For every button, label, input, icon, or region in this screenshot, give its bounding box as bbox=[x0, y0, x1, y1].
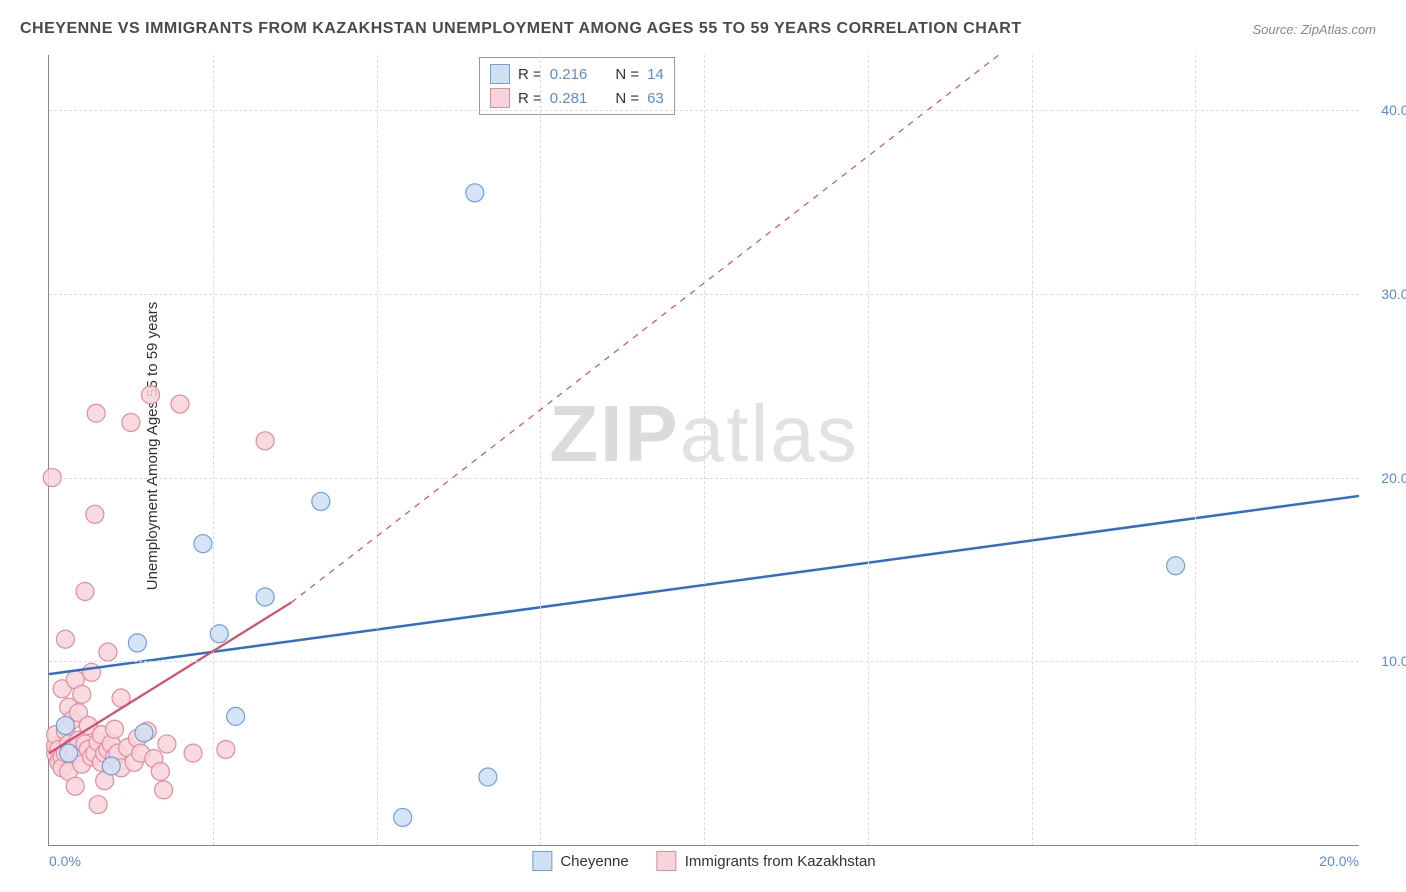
scatter-point bbox=[76, 582, 94, 600]
scatter-point bbox=[66, 777, 84, 795]
y-tick-label: 30.0% bbox=[1381, 286, 1406, 302]
y-tick-label: 20.0% bbox=[1381, 470, 1406, 486]
scatter-point bbox=[217, 740, 235, 758]
scatter-point bbox=[256, 432, 274, 450]
x-tick-label: 0.0% bbox=[49, 853, 81, 869]
gridline-vertical bbox=[868, 55, 869, 845]
scatter-point bbox=[60, 744, 78, 762]
scatter-point bbox=[151, 763, 169, 781]
legend-label: Immigrants from Kazakhstan bbox=[685, 853, 876, 870]
scatter-point bbox=[128, 634, 146, 652]
x-tick-label: 20.0% bbox=[1319, 853, 1359, 869]
legend-item: Cheyenne bbox=[532, 851, 628, 871]
scatter-point bbox=[171, 395, 189, 413]
scatter-point bbox=[394, 808, 412, 826]
y-tick-label: 10.0% bbox=[1381, 653, 1406, 669]
series-legend: Cheyenne Immigrants from Kazakhstan bbox=[532, 851, 875, 871]
legend-swatch bbox=[657, 851, 677, 871]
gridline-vertical bbox=[540, 55, 541, 845]
legend-item: Immigrants from Kazakhstan bbox=[657, 851, 876, 871]
scatter-point bbox=[106, 720, 124, 738]
scatter-point bbox=[87, 404, 105, 422]
scatter-point bbox=[86, 505, 104, 523]
scatter-point bbox=[158, 735, 176, 753]
trend-line-extrapolated bbox=[291, 55, 998, 602]
scatter-point bbox=[466, 184, 484, 202]
scatter-point bbox=[83, 663, 101, 681]
plot-area: ZIPatlas R = 0.216 N = 14 R = 0.281 N = … bbox=[48, 55, 1359, 846]
scatter-point bbox=[479, 768, 497, 786]
scatter-point bbox=[184, 744, 202, 762]
scatter-point bbox=[73, 685, 91, 703]
scatter-point bbox=[99, 643, 117, 661]
gridline-vertical bbox=[1032, 55, 1033, 845]
scatter-point bbox=[194, 535, 212, 553]
scatter-point bbox=[102, 757, 120, 775]
chart-title: CHEYENNE VS IMMIGRANTS FROM KAZAKHSTAN U… bbox=[20, 20, 1022, 38]
scatter-point bbox=[155, 781, 173, 799]
y-tick-label: 40.0% bbox=[1381, 102, 1406, 118]
scatter-point bbox=[1167, 557, 1185, 575]
source-attribution: Source: ZipAtlas.com bbox=[1252, 22, 1376, 37]
scatter-point bbox=[122, 413, 140, 431]
chart-container: CHEYENNE VS IMMIGRANTS FROM KAZAKHSTAN U… bbox=[0, 0, 1406, 892]
gridline-vertical bbox=[377, 55, 378, 845]
gridline-vertical bbox=[1195, 55, 1196, 845]
legend-label: Cheyenne bbox=[560, 853, 628, 870]
scatter-point bbox=[312, 492, 330, 510]
scatter-point bbox=[56, 717, 74, 735]
scatter-point bbox=[135, 724, 153, 742]
scatter-point bbox=[142, 386, 160, 404]
gridline-vertical bbox=[213, 55, 214, 845]
scatter-point bbox=[256, 588, 274, 606]
scatter-point bbox=[227, 707, 245, 725]
legend-swatch bbox=[532, 851, 552, 871]
scatter-point bbox=[89, 796, 107, 814]
gridline-vertical bbox=[704, 55, 705, 845]
scatter-point bbox=[56, 630, 74, 648]
